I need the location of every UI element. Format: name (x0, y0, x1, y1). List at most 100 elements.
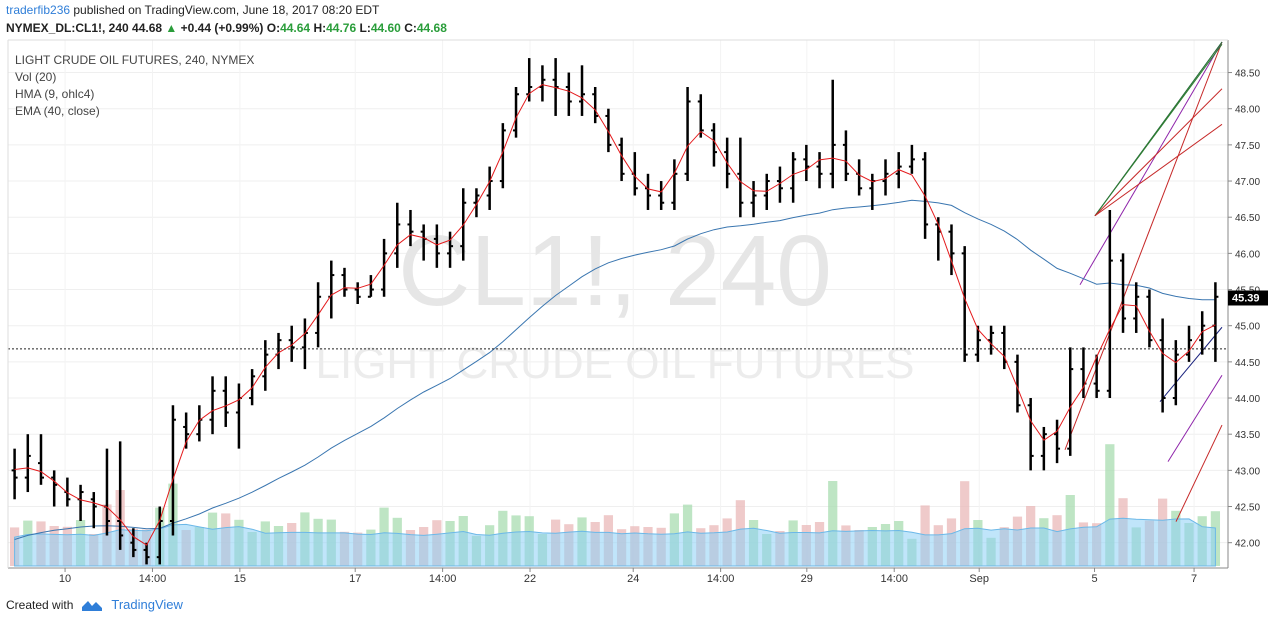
footer: Created with TradingView (6, 597, 183, 612)
ohlc-bar (737, 137, 744, 218)
ohlc-bar (948, 224, 955, 276)
quote-line: NYMEX_DL:CL1!, 240 44.68 ▲ +0.44 (+0.99%… (6, 21, 447, 35)
y-tick-label: 46.00 (1235, 249, 1260, 260)
x-tick-label: 17 (349, 573, 361, 585)
author-link[interactable]: traderfib236 (6, 3, 71, 17)
legend-hma[interactable]: HMA (9, ohlc4) (15, 87, 95, 101)
created-with-text: Created with (6, 597, 74, 612)
y-tick-label: 46.50 (1235, 213, 1260, 224)
ohlc-bar (644, 173, 651, 210)
ohlc-bar (1014, 354, 1021, 413)
y-tick-label: 48.50 (1235, 69, 1260, 80)
x-tick-label: 29 (801, 573, 813, 585)
fan-line (1079, 41, 1223, 286)
fan-line-lower (1159, 326, 1223, 402)
y-tick-label: 43.50 (1235, 430, 1260, 441)
ohlc-bar (856, 159, 863, 196)
ohlc-bar (1133, 282, 1140, 333)
last-price-tag: 45.39 (1228, 290, 1268, 306)
watermark-symbol: CL1!, 240 (398, 215, 832, 327)
y-tick-label: 45.00 (1235, 322, 1260, 333)
ohlc-bar (143, 542, 150, 565)
x-tick-label: 14:00 (429, 573, 457, 585)
ohlc-bar (618, 137, 625, 182)
tradingview-logo-icon (82, 600, 103, 611)
legend-vol[interactable]: Vol (20) (15, 70, 57, 84)
close-label: C: (404, 21, 417, 35)
last-price-label: 45.39 (1232, 292, 1260, 304)
fan-line (1094, 44, 1223, 217)
close-value: 44.68 (416, 21, 447, 35)
ohlc-bar (486, 166, 493, 210)
x-tick-label: 7 (1191, 573, 1197, 585)
ohlc-bar (842, 130, 849, 182)
change-value: +0.44 (+0.99%) (180, 21, 264, 35)
x-axis-ticks: 10 14:00 15 17 14:00 22 24 14:00 29 14:00 Sep 5 7 (59, 568, 1197, 585)
price-bars (11, 58, 1219, 565)
publish-header: traderfib236 published on TradingView.co… (6, 3, 379, 17)
x-tick-label: 14:00 (139, 573, 167, 585)
ohlc-bar (816, 152, 823, 189)
published-text: published on TradingView.com, June 18, 2… (70, 3, 380, 17)
ohlc-bar (381, 238, 388, 297)
ohlc-bar (209, 376, 216, 435)
hma-line (14, 84, 1216, 546)
legend-ema[interactable]: EMA (40, close) (15, 104, 100, 118)
tradingview-link[interactable]: TradingView (111, 597, 183, 612)
ohlc-bar (671, 159, 678, 210)
ohlc-bar (961, 246, 968, 362)
ohlc-bar (790, 152, 797, 203)
ohlc-bar (130, 528, 137, 558)
ohlc-bar (1186, 325, 1193, 362)
ohlc-bar (354, 282, 361, 304)
open-value: 44.64 (280, 21, 311, 35)
up-arrow-icon: ▲ (165, 21, 178, 35)
ohlc-bar (499, 123, 506, 189)
ohlc-bar (51, 470, 58, 507)
ohlc-bar (288, 325, 295, 362)
x-tick-label: 22 (524, 573, 536, 585)
ohlc-bar (1159, 318, 1166, 413)
open-label: O: (266, 21, 281, 35)
ohlc-bar (803, 144, 810, 182)
ohlc-bar (473, 188, 480, 218)
x-tick-label: 14:00 (707, 573, 735, 585)
ohlc-bar (552, 58, 559, 116)
volume-bar (828, 481, 838, 566)
ohlc-bar (829, 79, 836, 189)
fan-line (1094, 88, 1223, 217)
ohlc-bar (447, 231, 454, 268)
volume-bar (960, 481, 970, 566)
ohlc-bar (1212, 282, 1219, 362)
ohlc-bar (750, 181, 757, 218)
y-tick-label: 44.00 (1235, 394, 1260, 405)
ohlc-bar (513, 87, 520, 138)
ohlc-bar (539, 65, 546, 102)
y-tick-label: 42.50 (1235, 503, 1260, 514)
x-tick-label: 5 (1091, 573, 1097, 585)
ohlc-bar (222, 376, 229, 427)
ohlc-bar (24, 434, 31, 493)
chart-title[interactable]: LIGHT CRUDE OIL FUTURES, 240, NYMEX (15, 53, 255, 67)
ohlc-bar (988, 325, 995, 355)
ohlc-bar (908, 144, 915, 174)
ohlc-bar (1172, 340, 1179, 406)
ohlc-bar (77, 484, 84, 521)
ohlc-bar (394, 202, 401, 268)
ohlc-bar (11, 448, 18, 500)
ohlc-bar (1067, 347, 1074, 456)
low-value: 44.60 (370, 21, 401, 35)
ohlc-bar (1093, 354, 1100, 399)
y-tick-label: 48.00 (1235, 105, 1260, 116)
volume-ma-area (14, 517, 1216, 567)
ohlc-bar (763, 173, 770, 210)
y-tick-label: 42.00 (1235, 539, 1260, 550)
ohlc-bar (592, 87, 599, 124)
x-tick-label: 24 (627, 573, 639, 585)
ohlc-bar (526, 58, 533, 102)
ohlc-bar (37, 434, 44, 485)
y-tick-label: 43.00 (1235, 466, 1260, 477)
ohlc-bar (407, 209, 414, 247)
high-value: 44.76 (326, 21, 357, 35)
